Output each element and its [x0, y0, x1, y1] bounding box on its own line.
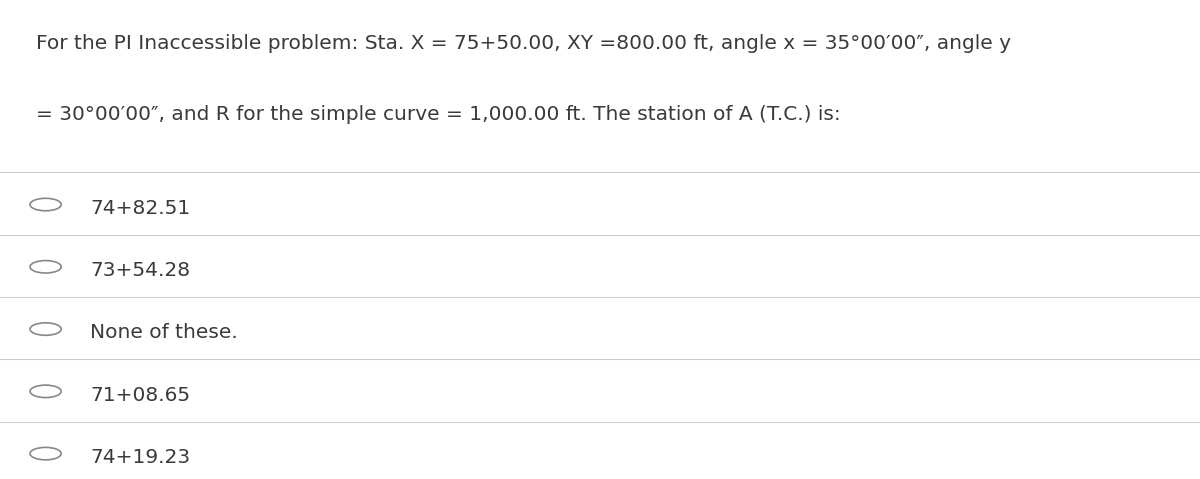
Text: None of these.: None of these.: [90, 323, 238, 342]
Text: 74+19.23: 74+19.23: [90, 448, 190, 467]
Text: = 30°00′00″, and R for the simple curve = 1,000.00 ft. The station of A (T.C.) i: = 30°00′00″, and R for the simple curve …: [36, 105, 841, 125]
Text: 73+54.28: 73+54.28: [90, 261, 190, 280]
Text: 71+08.65: 71+08.65: [90, 386, 190, 405]
Text: 74+82.51: 74+82.51: [90, 199, 191, 218]
Text: For the PI Inaccessible problem: Sta. X = 75+50.00, XY =800.00 ft, angle x = 35°: For the PI Inaccessible problem: Sta. X …: [36, 34, 1010, 53]
